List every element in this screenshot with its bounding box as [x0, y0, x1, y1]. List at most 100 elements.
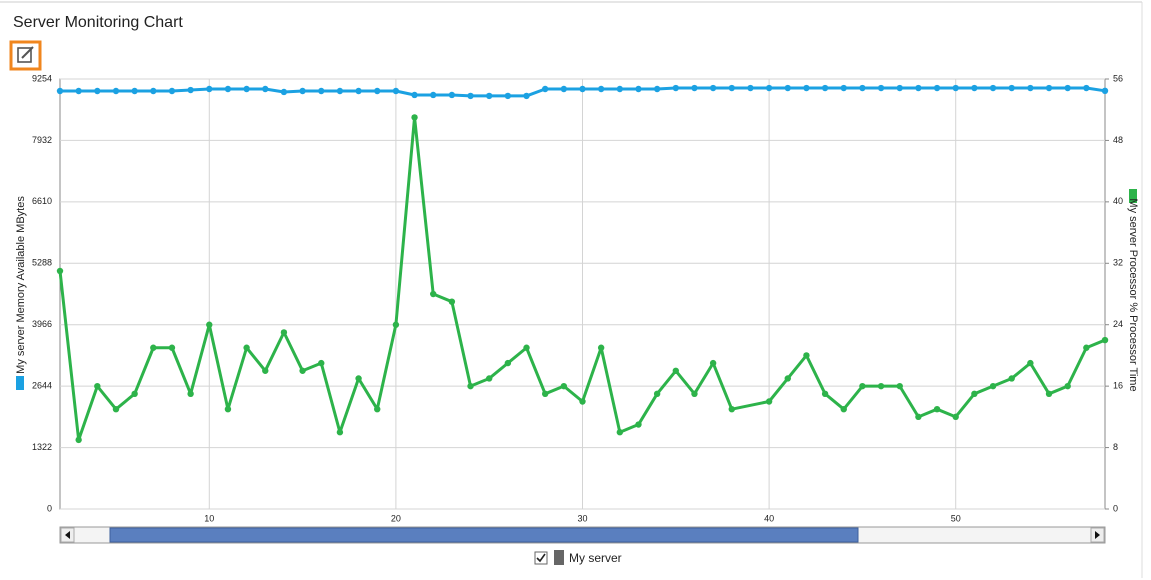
data-point — [150, 344, 157, 351]
data-point — [859, 382, 866, 390]
data-point — [803, 84, 810, 92]
data-point — [1101, 87, 1109, 95]
data-point — [728, 84, 735, 92]
data-point — [915, 413, 922, 421]
y-tick-label: 9254 — [32, 73, 52, 83]
data-point — [579, 85, 586, 93]
data-point — [94, 382, 101, 390]
data-point — [971, 84, 978, 92]
data-point — [896, 84, 903, 92]
data-point — [784, 84, 791, 92]
data-point — [224, 85, 232, 93]
right-axis-swatch — [1129, 189, 1137, 203]
data-point — [206, 321, 213, 328]
page-title: Server Monitoring Chart — [13, 14, 183, 31]
data-point — [1064, 84, 1071, 92]
data-point — [168, 87, 176, 95]
data-point — [336, 87, 344, 95]
data-point — [784, 375, 791, 382]
data-point — [616, 85, 624, 93]
y2-tick-label: 40 — [1113, 196, 1123, 206]
data-point — [336, 429, 344, 436]
data-point — [262, 85, 269, 93]
data-point — [131, 390, 138, 398]
data-point — [709, 84, 717, 92]
y2-tick-label: 48 — [1113, 135, 1123, 145]
data-point — [952, 84, 959, 92]
data-point — [206, 85, 213, 93]
data-point — [112, 87, 120, 95]
data-point — [989, 382, 997, 390]
data-point — [560, 85, 568, 93]
data-point — [56, 87, 64, 95]
data-point — [112, 405, 120, 413]
data-point — [355, 87, 362, 95]
data-point — [504, 92, 512, 100]
data-point — [75, 87, 82, 95]
data-point — [392, 87, 400, 95]
y2-axis-label: My server Processor % Processor Time — [1127, 198, 1139, 391]
y-tick-label: 3966 — [32, 319, 52, 329]
y-tick-label: 2644 — [32, 381, 52, 391]
data-point — [1083, 344, 1090, 351]
data-point — [933, 405, 941, 413]
data-point — [485, 92, 493, 100]
data-point — [859, 84, 866, 92]
data-point — [952, 413, 959, 421]
data-point — [1027, 84, 1034, 92]
data-point — [56, 267, 64, 275]
data-point — [672, 84, 680, 92]
x-tick-label: 20 — [391, 513, 401, 523]
data-point — [765, 398, 773, 405]
data-point — [877, 84, 885, 92]
data-point — [597, 85, 605, 93]
y-tick-label: 5288 — [32, 258, 52, 268]
data-point — [1045, 390, 1053, 398]
data-point — [821, 84, 829, 92]
data-point — [635, 85, 642, 93]
data-point — [933, 84, 941, 92]
data-point — [411, 114, 418, 121]
data-point — [653, 390, 661, 398]
data-point — [1008, 84, 1015, 92]
data-point — [971, 390, 978, 398]
data-point — [1027, 359, 1034, 367]
data-point — [374, 87, 381, 95]
series-line — [58, 115, 1106, 442]
data-point — [691, 390, 698, 398]
y-axis-label: My server Memory Available MBytes — [15, 196, 27, 374]
legend-item[interactable]: My server — [534, 550, 622, 565]
data-point — [765, 84, 773, 92]
data-point — [411, 91, 418, 99]
data-point — [541, 390, 549, 398]
data-point — [803, 352, 810, 359]
data-point — [821, 390, 829, 398]
data-point — [1064, 382, 1071, 390]
data-point — [75, 436, 82, 444]
y-tick-label: 0 — [47, 503, 52, 513]
data-point — [299, 87, 306, 95]
data-point — [747, 84, 754, 92]
data-point — [840, 84, 847, 92]
data-point — [915, 84, 922, 92]
scrollbar[interactable] — [59, 526, 1106, 544]
data-point — [355, 375, 362, 382]
x-tick-label: 40 — [764, 513, 774, 523]
data-point — [243, 85, 250, 93]
y-tick-label: 7932 — [32, 135, 52, 145]
data-point — [94, 87, 101, 95]
data-point — [1008, 375, 1015, 382]
data-point — [374, 405, 381, 413]
y-tick-label: 6610 — [32, 196, 52, 206]
y2-tick-label: 16 — [1113, 381, 1123, 391]
data-point — [560, 382, 568, 390]
edit-button[interactable] — [9, 40, 42, 71]
data-point — [150, 87, 157, 95]
y2-tick-label: 56 — [1113, 73, 1123, 83]
data-point — [243, 344, 250, 351]
data-point — [485, 375, 493, 382]
data-point — [262, 367, 269, 374]
data-point — [691, 84, 698, 92]
data-point — [280, 329, 288, 336]
